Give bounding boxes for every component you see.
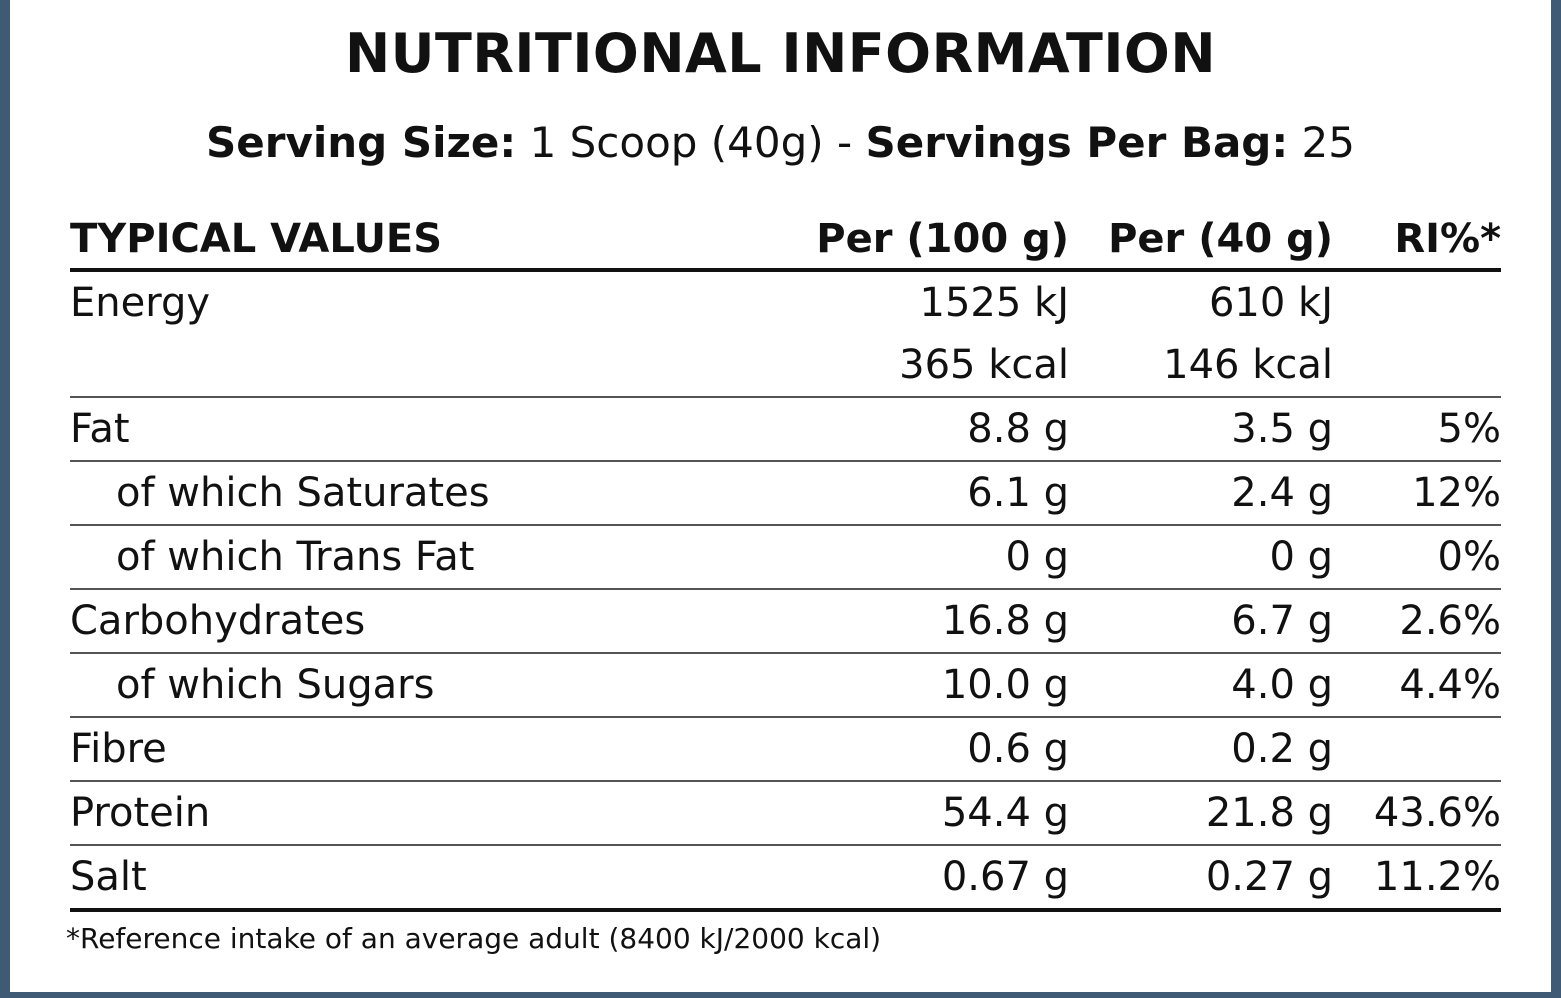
energy-per100-kcal: 365 kcal	[899, 342, 1069, 388]
row-ri: 5%	[1437, 406, 1501, 452]
table-row-protein: Protein 54.4 g 21.8 g 43.6%	[70, 782, 1501, 846]
row-per100: 16.8 g	[941, 598, 1069, 644]
nutrition-label-panel: NUTRITIONAL INFORMATION Serving Size: 1 …	[10, 0, 1551, 992]
energy-per40-kcal: 146 kcal	[1163, 342, 1333, 388]
energy-per100-kj: 1525 kJ	[919, 280, 1069, 326]
table-row-fibre: Fibre 0.6 g 0.2 g	[70, 718, 1501, 782]
row-per40: 21.8 g	[1205, 790, 1333, 836]
header-per-40g: Per (40 g)	[1108, 216, 1333, 262]
table-row-carbohydrates: Carbohydrates 16.8 g 6.7 g 2.6%	[70, 590, 1501, 654]
row-per100: 54.4 g	[941, 790, 1069, 836]
table-row-saturates: of which Saturates 6.1 g 2.4 g 12%	[70, 462, 1501, 526]
row-name: Protein	[70, 790, 211, 836]
row-name: Fat	[70, 406, 130, 452]
reference-intake-footnote: *Reference intake of an average adult (8…	[66, 922, 882, 955]
header-per-100g: Per (100 g)	[816, 216, 1069, 262]
row-name: Carbohydrates	[70, 598, 366, 644]
row-per40: 0.27 g	[1205, 854, 1333, 900]
serving-size-value: 1 Scoop (40g) -	[516, 118, 866, 167]
row-ri: 43.6%	[1373, 790, 1501, 836]
table-row-fat: Fat 8.8 g 3.5 g 5%	[70, 398, 1501, 462]
serving-info: Serving Size: 1 Scoop (40g) - Servings P…	[10, 118, 1551, 167]
energy-per40-kj: 610 kJ	[1208, 280, 1333, 326]
header-ri: RI%*	[1394, 216, 1501, 262]
row-per100: 10.0 g	[941, 662, 1069, 708]
table-header: TYPICAL VALUES Per (100 g) Per (40 g) RI…	[70, 210, 1501, 272]
row-per40: 0.2 g	[1231, 726, 1333, 772]
row-name: of which Saturates	[116, 470, 490, 516]
header-typical-values: TYPICAL VALUES	[70, 216, 443, 262]
table-row-salt: Salt 0.67 g 0.27 g 11.2%	[70, 846, 1501, 912]
row-ri: 2.6%	[1399, 598, 1501, 644]
row-per40: 2.4 g	[1231, 470, 1333, 516]
row-name: Fibre	[70, 726, 167, 772]
row-ri: 0%	[1437, 534, 1501, 580]
row-ri: 4.4%	[1399, 662, 1501, 708]
servings-per-bag-value: 25	[1288, 118, 1355, 167]
row-ri: 11.2%	[1373, 854, 1501, 900]
row-per40: 4.0 g	[1231, 662, 1333, 708]
table-row-trans-fat: of which Trans Fat 0 g 0 g 0%	[70, 526, 1501, 590]
row-per40: 0 g	[1269, 534, 1333, 580]
row-name: of which Trans Fat	[116, 534, 475, 580]
table-row-energy: Energy 1525 kJ 610 kJ 365 kcal 146 kcal	[70, 272, 1501, 398]
row-per100: 0.67 g	[941, 854, 1069, 900]
row-per40: 3.5 g	[1231, 406, 1333, 452]
serving-size-label: Serving Size:	[206, 118, 517, 167]
row-name: Energy	[70, 280, 211, 326]
row-ri: 12%	[1412, 470, 1501, 516]
row-name: Salt	[70, 854, 147, 900]
row-per100: 8.8 g	[967, 406, 1069, 452]
row-per100: 6.1 g	[967, 470, 1069, 516]
row-per40: 6.7 g	[1231, 598, 1333, 644]
nutrition-table: TYPICAL VALUES Per (100 g) Per (40 g) RI…	[70, 210, 1501, 912]
row-name: of which Sugars	[116, 662, 435, 708]
servings-per-bag-label: Servings Per Bag:	[865, 118, 1289, 167]
row-per100: 0.6 g	[967, 726, 1069, 772]
table-row-sugars: of which Sugars 10.0 g 4.0 g 4.4%	[70, 654, 1501, 718]
row-per100: 0 g	[1005, 534, 1069, 580]
page-title: NUTRITIONAL INFORMATION	[344, 22, 1217, 85]
